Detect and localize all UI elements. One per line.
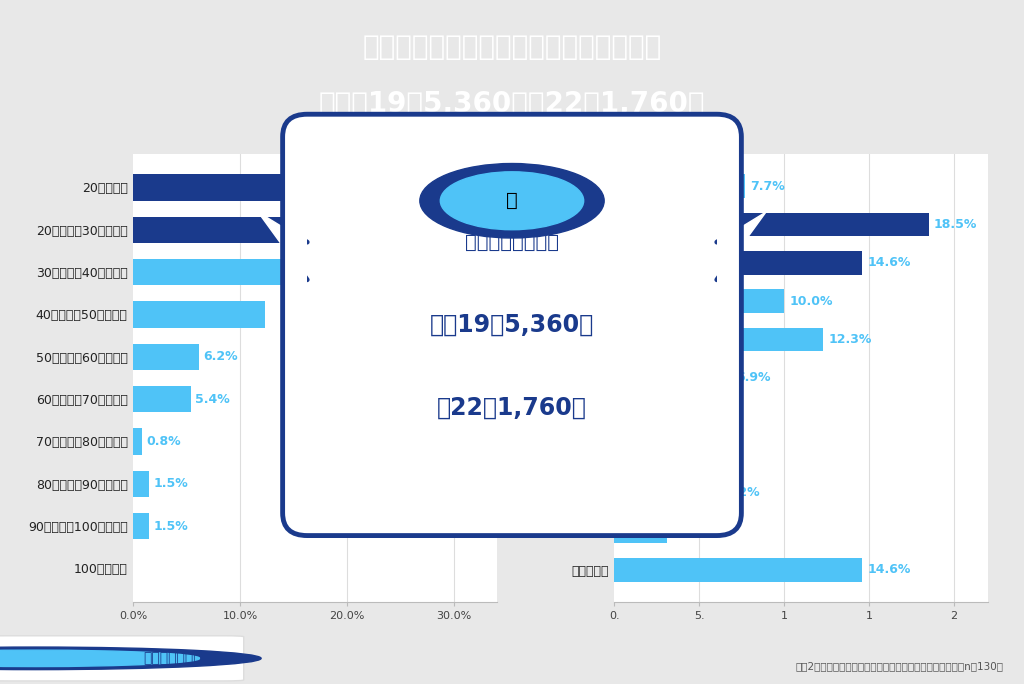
Bar — [614, 443, 667, 466]
Bar — [614, 251, 862, 275]
Text: じゅけラボ予備校: じゅけラボ予備校 — [143, 651, 210, 666]
Polygon shape — [258, 212, 307, 280]
Text: 18.5%: 18.5% — [934, 218, 977, 231]
Text: 📖: 📖 — [506, 192, 518, 210]
Text: 26.9%: 26.9% — [425, 181, 468, 194]
FancyBboxPatch shape — [283, 114, 741, 536]
Bar — [133, 217, 414, 243]
Bar — [133, 343, 200, 370]
Text: 12.3%: 12.3% — [828, 333, 871, 346]
Text: じゅけラボは大手予備校レベルの教育が: じゅけラボは大手予備校レベルの教育が — [362, 33, 662, 61]
Circle shape — [0, 650, 200, 666]
Text: 14.6%: 14.6% — [867, 256, 911, 269]
Bar — [614, 174, 745, 198]
Text: 5.4%: 5.4% — [196, 393, 229, 406]
Bar — [614, 481, 720, 505]
FancyBboxPatch shape — [0, 636, 244, 681]
Bar — [614, 366, 731, 390]
Text: 6.2%: 6.2% — [725, 486, 760, 499]
Bar — [614, 213, 929, 237]
Circle shape — [440, 172, 584, 230]
Bar — [614, 519, 667, 543]
Bar — [614, 404, 667, 428]
Text: 3.1%: 3.1% — [672, 525, 707, 538]
Bar — [614, 289, 784, 313]
Text: 年間19万5,360円: 年間19万5,360円 — [430, 313, 594, 337]
Bar — [133, 471, 150, 497]
Text: 1.5%: 1.5% — [154, 520, 188, 533]
Bar — [614, 557, 862, 581]
Circle shape — [420, 163, 604, 238]
Text: 10.0%: 10.0% — [790, 295, 833, 308]
Bar — [133, 174, 421, 200]
Text: 年間約19万5,360円〜22万1,760円: 年間約19万5,360円〜22万1,760円 — [318, 90, 706, 118]
Bar — [133, 513, 150, 539]
Text: 14.6%: 14.6% — [867, 563, 911, 576]
Text: 3.1%: 3.1% — [672, 448, 707, 461]
Circle shape — [0, 647, 261, 670]
Text: 0.8%: 0.8% — [146, 435, 180, 448]
Bar — [614, 328, 823, 352]
Text: 3.1%: 3.1% — [672, 410, 707, 423]
Text: 高校2年生の子どもが塾または予備校に通っていた保護者（n＝130）: 高校2年生の子どもが塾または予備校に通っていた保護者（n＝130） — [796, 661, 1004, 671]
Text: 7.7%: 7.7% — [751, 180, 785, 193]
Bar — [133, 386, 190, 412]
Bar — [133, 301, 264, 328]
Text: じゅけラボ予備校: じゅけラボ予備校 — [465, 233, 559, 252]
Polygon shape — [717, 212, 766, 280]
Text: 〜22万1,760円: 〜22万1,760円 — [437, 395, 587, 420]
Text: 1.5%: 1.5% — [154, 477, 188, 490]
Text: 6.2%: 6.2% — [204, 350, 239, 363]
Bar — [133, 428, 141, 455]
Text: 6.9%: 6.9% — [736, 371, 771, 384]
Bar — [133, 259, 331, 285]
